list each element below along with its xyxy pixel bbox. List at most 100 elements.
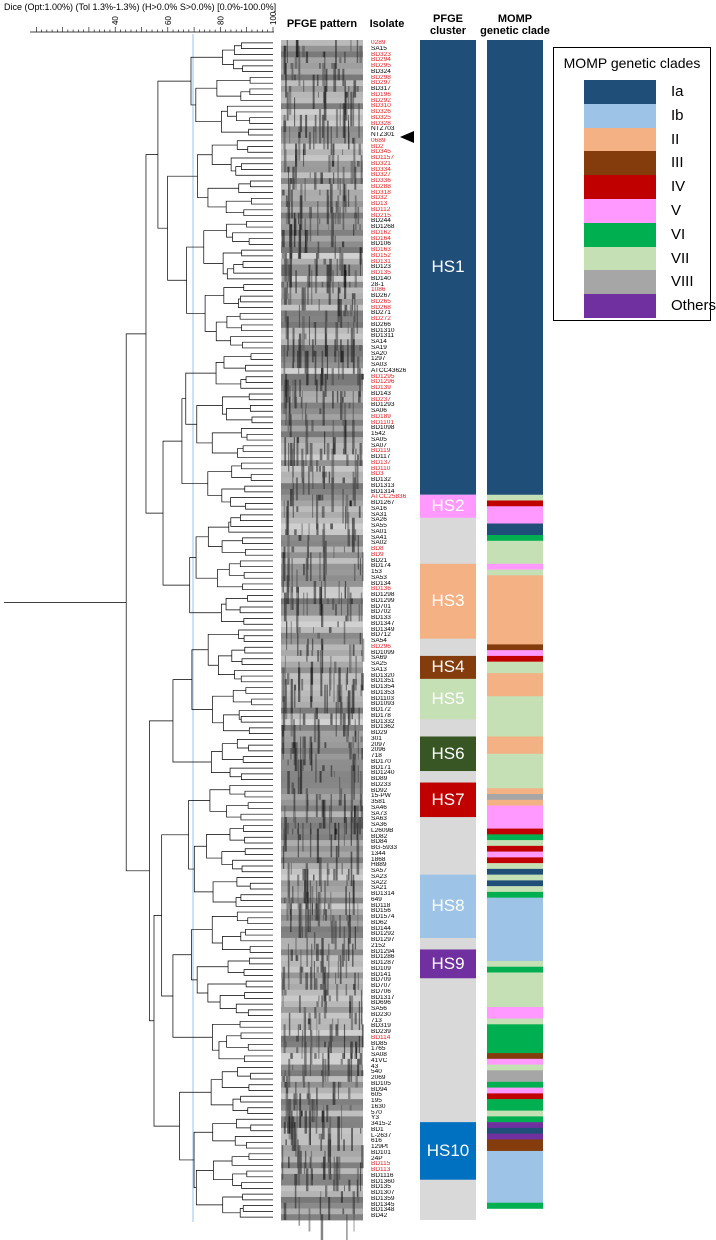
gel-band xyxy=(287,955,290,990)
gel-band xyxy=(303,1162,306,1174)
dendrogram-branch xyxy=(247,802,273,809)
isolate-label: 1297 xyxy=(371,356,386,362)
gel-band xyxy=(347,339,349,369)
dendrogram-branch xyxy=(216,79,251,97)
gel-lane xyxy=(281,748,363,755)
isolate-label: BD265 xyxy=(371,298,391,305)
gel-band xyxy=(286,40,288,64)
gel-band xyxy=(297,437,300,443)
dendrogram-branch xyxy=(240,428,273,438)
gel-band xyxy=(350,160,354,184)
dendrogram-branch xyxy=(242,1205,273,1212)
momp-segment-vii xyxy=(487,863,543,870)
cluster-label-hs8: HS8 xyxy=(431,896,465,916)
gel-band xyxy=(339,247,341,271)
gel-band xyxy=(285,1139,287,1146)
gel-lane xyxy=(281,1168,363,1175)
isolate-label: 2097 xyxy=(371,741,386,748)
gel-band xyxy=(284,1081,287,1088)
gel-band xyxy=(313,713,317,743)
momp-segment-vii xyxy=(487,1064,543,1071)
cluster-label-hs9: HS9 xyxy=(431,953,465,973)
gel-band xyxy=(309,822,312,858)
isolate-label: BD1360 xyxy=(371,1178,395,1185)
gel-lane xyxy=(281,857,363,864)
gel-band xyxy=(295,742,298,772)
gel-band xyxy=(291,558,293,593)
gel-band xyxy=(321,995,323,1008)
isolate-label: BD21 xyxy=(371,557,388,564)
gel-band xyxy=(291,63,294,81)
gel-band xyxy=(320,886,322,892)
dendrogram-branch xyxy=(227,105,273,117)
isolate-label: BD1314 xyxy=(371,488,395,495)
gel-lane xyxy=(281,483,363,490)
gel-lane xyxy=(281,546,363,553)
dendrogram-branch xyxy=(245,364,273,372)
dendrogram-branch xyxy=(244,485,273,493)
dendrogram-branch xyxy=(207,471,232,496)
gel-band xyxy=(316,1001,319,1008)
dendrogram-branch xyxy=(242,445,273,452)
gel-band xyxy=(298,627,301,633)
gel-band xyxy=(308,264,311,288)
gel-band xyxy=(317,91,319,98)
gel-lane xyxy=(281,989,363,996)
gel-band xyxy=(285,529,287,536)
gel-band xyxy=(357,972,359,990)
cluster-block-hs5 xyxy=(420,678,476,720)
gel-band xyxy=(345,673,348,691)
gel-band xyxy=(282,552,285,582)
dendrogram-branch xyxy=(236,111,273,121)
isolate-label: SA19 xyxy=(371,344,387,351)
gel-lane xyxy=(281,299,363,306)
gel-band xyxy=(295,270,297,294)
gel-band xyxy=(285,1087,289,1123)
highlight-arrow-icon xyxy=(400,131,414,143)
dendrogram-branch xyxy=(246,1141,273,1149)
gel-band xyxy=(341,345,345,380)
gel-lane xyxy=(281,109,363,116)
gel-band xyxy=(338,955,340,961)
isolate-label: BD298 xyxy=(371,74,391,81)
isolate-label: BD334 xyxy=(371,166,391,173)
gel-band xyxy=(305,794,309,823)
gel-band xyxy=(330,834,333,858)
gel-lane xyxy=(281,1007,363,1014)
gel-band xyxy=(352,874,355,904)
gel-band xyxy=(313,874,315,881)
gel-band xyxy=(321,350,324,369)
isolate-label: 129Pt xyxy=(371,1144,388,1150)
gel-lane xyxy=(281,1076,363,1083)
clade-title-line1: MOMP xyxy=(497,13,533,25)
gel-band xyxy=(324,903,326,915)
clade-column-title: MOMP genetic clade xyxy=(474,13,556,37)
isolate-label: 153 xyxy=(371,569,382,575)
dendrogram-branch xyxy=(219,995,245,1009)
dendrogram-branch xyxy=(230,157,273,172)
gel-band xyxy=(305,437,307,466)
gel-band xyxy=(315,753,317,783)
gel-band xyxy=(329,1024,332,1054)
gel-band xyxy=(342,195,345,230)
gel-band xyxy=(321,281,324,288)
gel-band xyxy=(296,1035,298,1042)
isolate-label: BD326 xyxy=(371,109,391,115)
gel-band xyxy=(298,834,302,841)
gel-band xyxy=(356,160,360,167)
gel-band xyxy=(361,673,364,691)
dendrogram-branch xyxy=(244,836,273,844)
gel-band xyxy=(339,696,342,702)
gel-band xyxy=(338,799,341,806)
gel-band xyxy=(340,339,342,363)
gel-band xyxy=(327,1053,330,1071)
dendrogram-branch xyxy=(247,595,273,602)
gel-band xyxy=(359,558,362,576)
gel-band xyxy=(350,851,353,887)
dendrogram-branch xyxy=(172,954,213,1038)
isolate-label: SA22 xyxy=(371,879,387,886)
gel-band xyxy=(307,909,310,933)
gel-band xyxy=(309,914,311,933)
gel-band xyxy=(302,143,306,156)
dendrogram-branch xyxy=(231,649,245,663)
